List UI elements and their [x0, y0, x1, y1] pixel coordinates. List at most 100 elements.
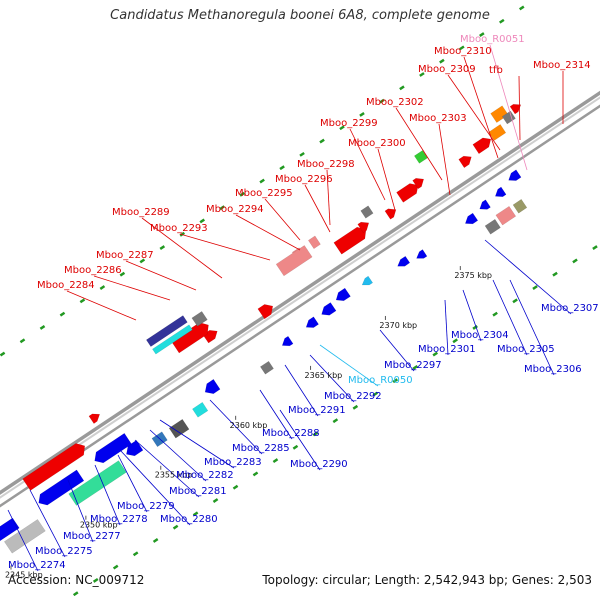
gene-label-mboo-2314[interactable]: Mboo_2314 — [533, 60, 591, 71]
gene-label-mboo-2303[interactable]: Mboo_2303 — [409, 113, 467, 124]
gene-feature[interactable] — [494, 186, 507, 197]
gene-feature[interactable] — [495, 205, 517, 226]
gene-feature[interactable] — [357, 221, 370, 233]
gene-feature[interactable] — [333, 226, 367, 255]
gene-feature[interactable] — [321, 302, 337, 316]
grid-dot — [0, 351, 6, 357]
gene-feature[interactable] — [397, 255, 411, 267]
gene-feature[interactable] — [508, 169, 522, 181]
gene-label-mboo-2298[interactable]: Mboo_2298 — [297, 159, 355, 170]
gene-label-mboo-2287[interactable]: Mboo_2287 — [96, 250, 154, 261]
gene-feature[interactable] — [191, 311, 208, 327]
gene-feature[interactable] — [94, 432, 132, 464]
scale-tick-label: 2370 kbp — [379, 321, 417, 330]
gene-feature[interactable] — [305, 316, 319, 328]
gene-label-mboo-2304[interactable]: Mboo_2304 — [451, 330, 509, 341]
grid-dot — [132, 551, 139, 557]
gene-label-mboo-2280[interactable]: Mboo_2280 — [160, 514, 218, 525]
gene-label-tfb[interactable]: tfb — [489, 65, 503, 76]
gene-feature[interactable] — [488, 124, 507, 141]
gene-label-mboo-2278[interactable]: Mboo_2278 — [90, 514, 148, 525]
gene-feature[interactable] — [458, 155, 472, 169]
gene-feature[interactable] — [335, 287, 351, 302]
gene-label-mboo-2309[interactable]: Mboo_2309 — [418, 64, 476, 75]
gene-feature[interactable] — [384, 208, 397, 220]
gene-feature[interactable] — [259, 360, 274, 375]
gene-label-mboo-r0050[interactable]: Mboo_R0050 — [348, 375, 413, 386]
label-leader-line — [264, 198, 301, 241]
gene-label-mboo-2289[interactable]: Mboo_2289 — [112, 207, 170, 218]
gene-label-mboo-2275[interactable]: Mboo_2275 — [35, 546, 93, 557]
gene-feature[interactable] — [412, 177, 425, 190]
gene-feature[interactable] — [88, 413, 101, 424]
label-leader-line — [125, 260, 197, 291]
label-leader-line — [492, 279, 528, 356]
gene-label-mboo-2293[interactable]: Mboo_2293 — [150, 223, 208, 234]
gene-label-mboo-r0051[interactable]: Mboo_R0051 — [460, 34, 525, 45]
gene-label-mboo-2274[interactable]: Mboo_2274 — [8, 560, 66, 571]
grid-dot — [332, 418, 339, 424]
gene-feature[interactable] — [416, 249, 428, 259]
gene-feature[interactable] — [170, 322, 209, 354]
label-leader-line — [484, 239, 572, 315]
gene-feature[interactable] — [145, 315, 188, 347]
gene-label-mboo-2290[interactable]: Mboo_2290 — [290, 459, 348, 470]
gene-label-mboo-2279[interactable]: Mboo_2279 — [117, 501, 175, 512]
gene-feature[interactable] — [396, 183, 419, 203]
gene-feature[interactable] — [501, 110, 516, 125]
gene-feature[interactable] — [38, 469, 85, 506]
gene-label-mboo-2305[interactable]: Mboo_2305 — [497, 344, 555, 355]
gene-feature[interactable] — [413, 150, 428, 164]
gene-label-mboo-2284[interactable]: Mboo_2284 — [37, 280, 95, 291]
gene-label-mboo-2297[interactable]: Mboo_2297 — [384, 360, 442, 371]
gene-label-mboo-2296[interactable]: Mboo_2296 — [275, 174, 333, 185]
gene-feature[interactable] — [479, 199, 491, 210]
label-leader-line — [462, 289, 482, 342]
gene-label-mboo-2288[interactable]: Mboo_2288 — [262, 428, 320, 439]
gene-label-mboo-2277[interactable]: Mboo_2277 — [63, 531, 121, 542]
gene-feature[interactable] — [204, 378, 221, 394]
gene-feature[interactable] — [257, 304, 274, 320]
gene-feature[interactable] — [126, 439, 144, 457]
gene-label-mboo-2285[interactable]: Mboo_2285 — [232, 443, 290, 454]
gene-label-mboo-2282[interactable]: Mboo_2282 — [176, 470, 234, 481]
gene-label-mboo-2292[interactable]: Mboo_2292 — [324, 391, 382, 402]
gene-label-mboo-2294[interactable]: Mboo_2294 — [206, 204, 264, 215]
grid-dot — [592, 245, 598, 251]
gene-feature[interactable] — [3, 519, 46, 554]
gene-feature[interactable] — [192, 401, 209, 418]
gene-label-mboo-2291[interactable]: Mboo_2291 — [288, 405, 346, 416]
gene-label-mboo-2302[interactable]: Mboo_2302 — [366, 97, 424, 108]
grid-dot — [212, 498, 219, 503]
gene-label-mboo-2300[interactable]: Mboo_2300 — [348, 138, 406, 149]
grid-dot — [152, 538, 159, 543]
gene-label-mboo-2299[interactable]: Mboo_2299 — [320, 118, 378, 129]
gene-label-mboo-2295[interactable]: Mboo_2295 — [235, 188, 293, 199]
gene-label-mboo-2307[interactable]: Mboo_2307 — [541, 303, 599, 314]
gene-feature[interactable] — [484, 218, 501, 235]
gene-feature[interactable] — [361, 275, 374, 286]
gene-label-mboo-2281[interactable]: Mboo_2281 — [169, 486, 227, 497]
gene-feature[interactable] — [281, 335, 294, 347]
gene-feature[interactable] — [307, 235, 321, 250]
gene-feature[interactable] — [22, 443, 86, 491]
label-leader-line — [395, 107, 443, 181]
grid-dot — [312, 431, 319, 437]
grid-dot — [299, 151, 305, 157]
gene-feature[interactable] — [275, 245, 313, 277]
gene-label-mboo-2301[interactable]: Mboo_2301 — [418, 344, 476, 355]
grid-dot — [199, 218, 206, 224]
grid-dot — [259, 178, 265, 184]
gene-label-mboo-2286[interactable]: Mboo_2286 — [64, 265, 122, 276]
gene-feature[interactable] — [360, 205, 374, 219]
gene-feature[interactable] — [464, 212, 479, 225]
scale-tick-label: 2345 kbp — [5, 571, 43, 580]
gene-feature[interactable] — [168, 418, 190, 439]
gene-feature[interactable] — [472, 137, 492, 155]
grid-dot — [172, 524, 179, 530]
gene-label-mboo-2283[interactable]: Mboo_2283 — [204, 457, 262, 468]
gene-feature[interactable] — [512, 198, 528, 214]
gene-feature[interactable] — [152, 324, 193, 355]
gene-label-mboo-2306[interactable]: Mboo_2306 — [524, 364, 582, 375]
gene-label-mboo-2310[interactable]: Mboo_2310 — [434, 46, 492, 57]
